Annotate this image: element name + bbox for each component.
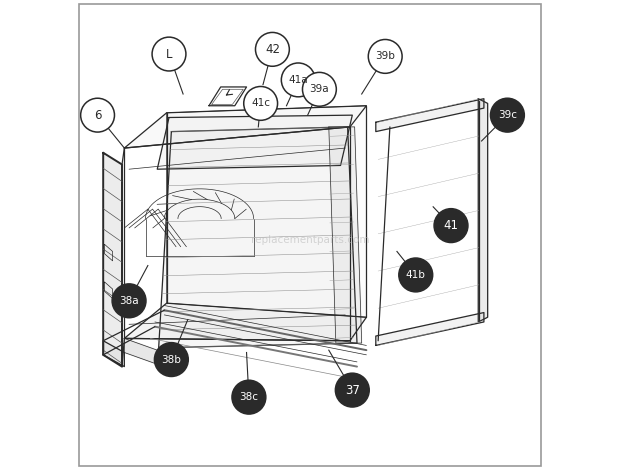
Polygon shape [125, 303, 366, 341]
Polygon shape [376, 99, 484, 132]
Circle shape [335, 373, 370, 407]
Circle shape [81, 98, 115, 132]
Circle shape [490, 98, 525, 132]
Text: 38c: 38c [239, 392, 259, 402]
Circle shape [434, 209, 468, 243]
Polygon shape [125, 106, 366, 148]
Polygon shape [125, 338, 157, 364]
Text: 39a: 39a [309, 84, 329, 94]
Text: L: L [166, 47, 172, 61]
Circle shape [112, 284, 146, 318]
Polygon shape [103, 153, 122, 367]
Polygon shape [157, 115, 352, 169]
Polygon shape [329, 127, 361, 343]
Text: 41: 41 [443, 219, 459, 232]
Circle shape [255, 32, 290, 66]
Circle shape [152, 37, 186, 71]
Text: 37: 37 [345, 384, 360, 397]
Text: 42: 42 [265, 43, 280, 56]
Text: replacementparts.com: replacementparts.com [250, 235, 370, 245]
Polygon shape [478, 99, 488, 322]
Circle shape [154, 343, 188, 376]
Text: 41a: 41a [288, 75, 308, 85]
Text: 6: 6 [94, 109, 101, 122]
Circle shape [303, 72, 336, 106]
Text: 41c: 41c [251, 98, 270, 109]
Text: 39b: 39b [375, 51, 395, 62]
Text: 39c: 39c [498, 110, 517, 120]
Circle shape [368, 39, 402, 73]
Polygon shape [159, 127, 357, 348]
Circle shape [399, 258, 433, 292]
Text: 41b: 41b [406, 270, 426, 280]
Circle shape [232, 380, 266, 414]
Polygon shape [103, 341, 125, 367]
Text: 38a: 38a [119, 296, 139, 306]
Circle shape [281, 63, 315, 97]
Circle shape [244, 86, 278, 120]
Text: 38b: 38b [161, 354, 181, 365]
Polygon shape [376, 313, 484, 345]
Polygon shape [167, 106, 366, 317]
